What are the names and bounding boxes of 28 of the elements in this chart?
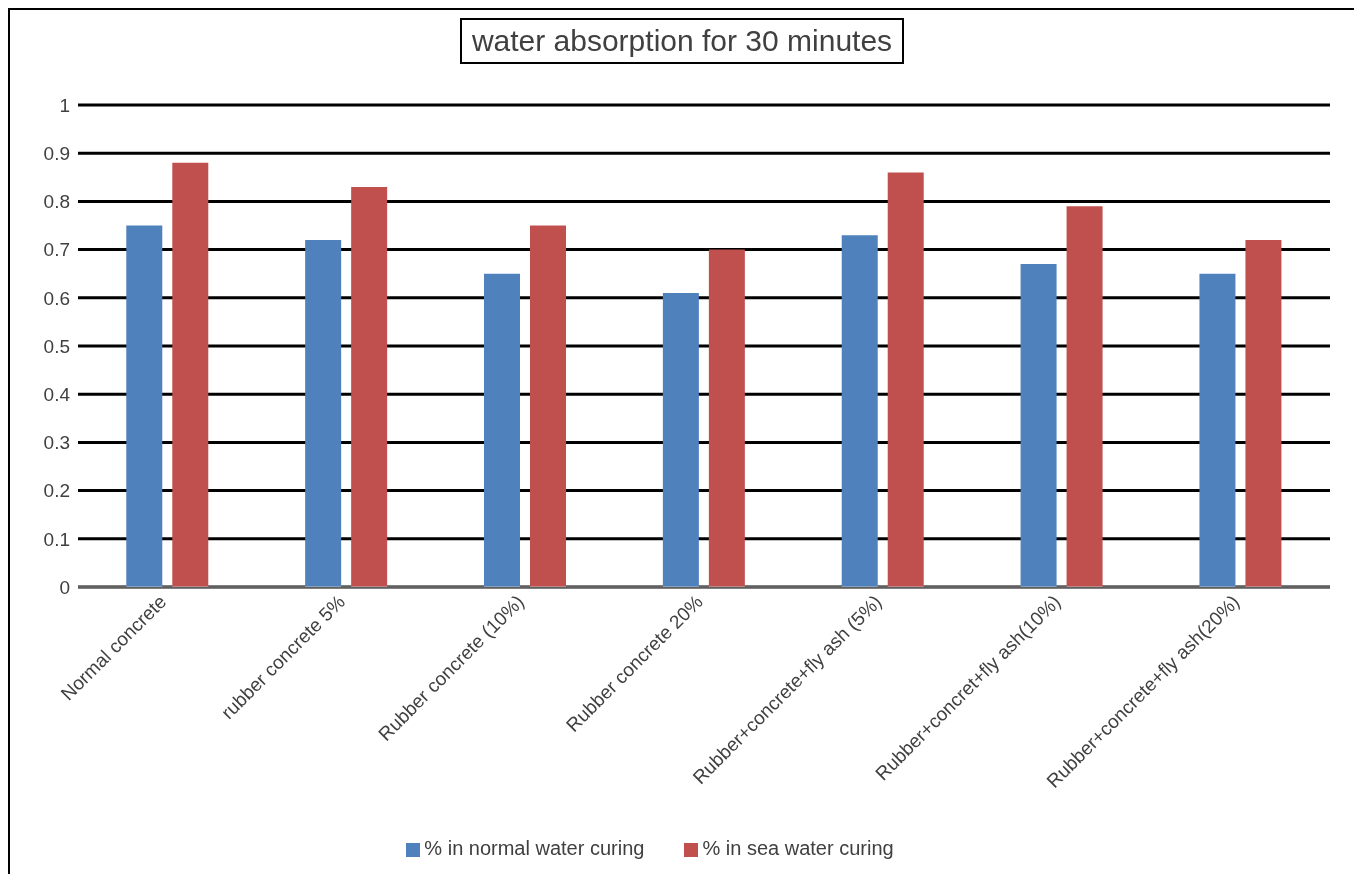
- bar: [530, 225, 567, 587]
- y-tick-label: 0.7: [43, 239, 70, 261]
- y-tick-label: 0: [59, 576, 70, 598]
- y-tick-label: 0.1: [43, 528, 70, 550]
- legend-label: % in sea water curing: [702, 837, 894, 859]
- bar: [126, 225, 163, 587]
- bar: [1245, 239, 1282, 587]
- bar: [1066, 206, 1103, 587]
- bar: [305, 239, 342, 587]
- bar: [662, 292, 699, 587]
- bar: [351, 186, 388, 587]
- y-tick-label: 0.4: [43, 383, 71, 405]
- bar: [708, 249, 745, 587]
- bar: [1199, 273, 1236, 587]
- bar: [172, 162, 209, 587]
- y-tick-label: 0.8: [43, 191, 70, 213]
- legend-label: % in normal water curing: [424, 837, 645, 859]
- bar: [841, 235, 878, 587]
- bar: [887, 172, 924, 587]
- y-tick-label: 0.5: [43, 335, 70, 357]
- chart-title: water absorption for 30 minutes: [459, 18, 905, 64]
- y-tick-label: 0.2: [43, 480, 70, 502]
- bar: [1020, 264, 1057, 587]
- y-tick-label: 0.6: [43, 287, 70, 309]
- y-tick-label: 0.9: [43, 142, 70, 164]
- y-tick-label: 1: [59, 94, 70, 116]
- y-tick-label: 0.3: [43, 432, 70, 454]
- bar: [484, 273, 521, 587]
